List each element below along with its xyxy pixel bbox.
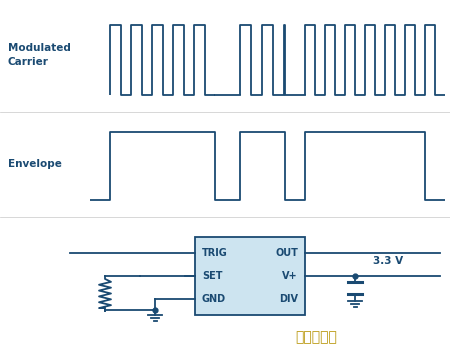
- Bar: [195, 237, 305, 315]
- Text: OUT: OUT: [275, 248, 298, 258]
- Text: Envelope: Envelope: [8, 159, 62, 169]
- Text: SET: SET: [202, 271, 222, 281]
- Text: 3.3 V: 3.3 V: [373, 256, 403, 266]
- Text: GND: GND: [202, 294, 226, 304]
- Text: V+: V+: [283, 271, 298, 281]
- Text: 第一手游网: 第一手游网: [295, 330, 337, 344]
- Text: DIV: DIV: [279, 294, 298, 304]
- Text: Modulated
Carrier: Modulated Carrier: [8, 43, 71, 67]
- Text: TRIG: TRIG: [202, 248, 228, 258]
